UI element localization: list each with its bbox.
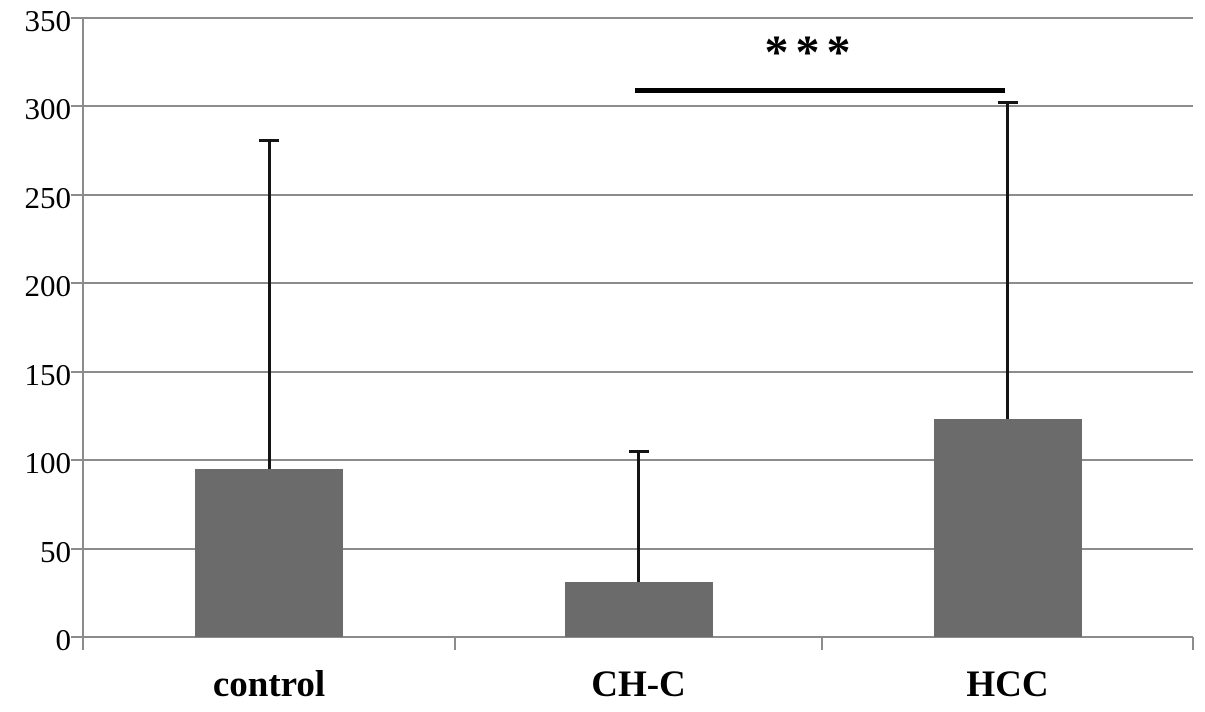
y-axis-tick-label: 0 [55, 622, 72, 657]
y-axis-tick-mark [71, 193, 83, 196]
x-axis-category-label: CH-C [591, 664, 686, 705]
x-axis-tick-mark [1192, 637, 1194, 650]
y-axis-tick-label: 300 [24, 91, 72, 127]
y-axis-tick-mark [71, 105, 83, 108]
gridline [83, 17, 1193, 19]
y-axis-tick-label: 50 [40, 533, 71, 569]
y-axis-tick-mark [71, 370, 83, 373]
x-axis-tick-mark [82, 637, 84, 650]
gridline [83, 370, 1193, 373]
significance-bracket-line [634, 88, 1005, 93]
x-axis-category-label: HCC [966, 664, 1049, 705]
error-bar-cap [259, 138, 279, 142]
x-axis-tick-mark [821, 637, 823, 650]
y-axis-tick-label: 250 [24, 179, 72, 215]
x-axis-tick-mark [454, 637, 456, 650]
y-axis-tick-label: 350 [24, 3, 72, 38]
error-bar-cap [628, 449, 649, 453]
x-axis-line [71, 636, 1193, 638]
error-bar-cap [997, 101, 1018, 105]
y-axis-tick-label: 100 [24, 445, 72, 481]
gridline [83, 105, 1193, 108]
x-axis-category-label: control [212, 664, 326, 705]
y-axis-tick-label: 200 [24, 268, 72, 304]
error-bar-stem [637, 451, 640, 583]
gridline [83, 282, 1193, 285]
y-axis-tick-label: 150 [24, 356, 72, 392]
error-bar-stem [267, 140, 271, 469]
y-axis-tick-mark [71, 17, 83, 19]
gridline [83, 193, 1193, 196]
y-axis-tick-mark [71, 547, 83, 550]
y-axis-tick-mark [71, 282, 83, 285]
y-axis-tick-mark [71, 459, 83, 462]
bar-control [195, 468, 343, 637]
bar-CH-C [564, 582, 713, 637]
significance-stars-label: *** [764, 25, 858, 79]
error-bar-stem [1006, 102, 1009, 420]
bar-HCC [933, 419, 1082, 637]
y-axis-line [82, 18, 84, 650]
